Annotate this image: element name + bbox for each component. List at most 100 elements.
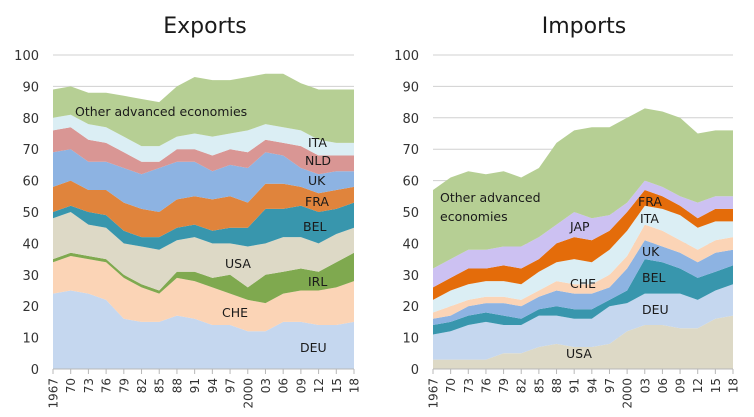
imports-xtick-label: 09: [674, 378, 688, 393]
imports-area-ita: [433, 205, 733, 313]
imports-ytick-label: 80: [402, 112, 419, 127]
exports-xtick-label: 70: [64, 378, 78, 393]
imports-xtick-label: 18: [727, 378, 741, 393]
imports-xtick-label: 03: [638, 378, 652, 393]
imports-xtick-label: 97: [603, 378, 617, 393]
exports-area-che: [53, 256, 354, 332]
imports-xtick-label: 06: [656, 378, 670, 393]
imports-xtick-label: 1967: [427, 378, 441, 409]
exports-label-fra: FRA: [305, 194, 329, 209]
exports-ytick-label: 60: [22, 175, 39, 190]
exports-label-nld: NLD: [305, 153, 331, 168]
imports-label-che: CHE: [570, 276, 596, 291]
exports-xtick-label: 09: [294, 378, 308, 393]
imports-xtick-label: 85: [532, 378, 546, 393]
imports-ytick-label: 30: [402, 269, 419, 284]
exports-xtick-label: 12: [312, 378, 326, 393]
imports-xtick-label: 88: [550, 378, 564, 393]
imports-label-uk: UK: [642, 244, 660, 259]
exports-ytick-label: 30: [22, 269, 39, 284]
imports-area-jap: [433, 180, 733, 288]
exports-ytick-label: 100: [14, 49, 39, 64]
exports-ytick-label: 40: [22, 237, 39, 252]
exports-title: Exports: [163, 14, 246, 39]
exports-ytick-label: 10: [22, 332, 39, 347]
imports-xtick-label: 94: [585, 378, 599, 393]
imports-ytick-label: 20: [402, 300, 419, 315]
exports-xtick-label: 85: [153, 378, 167, 393]
exports-ytick-label: 80: [22, 112, 39, 127]
imports-xtick-label: 82: [515, 378, 529, 393]
imports-xtick-label: 12: [691, 378, 705, 393]
exports-ytick-label: 20: [22, 300, 39, 315]
imports-area-bel: [433, 259, 733, 335]
exports-xtick-label: 79: [117, 378, 131, 393]
exports-area-bel: [53, 202, 354, 250]
exports-areas: [53, 73, 354, 369]
exports-area-fra: [53, 180, 354, 238]
imports-label-fra: FRA: [638, 194, 662, 209]
exports-ytick-label: 0: [31, 363, 39, 378]
exports-xtick-label: 76: [100, 378, 114, 393]
imports-label-ita: ITA: [640, 211, 659, 226]
imports-label-jap: JAP: [569, 219, 590, 234]
exports-xtick-label: 06: [277, 378, 291, 393]
exports-area-ita: [53, 114, 354, 162]
imports-ytick-label: 70: [402, 143, 419, 158]
exports-xtick-label: 94: [206, 378, 220, 393]
exports-xtick-label: 18: [348, 378, 362, 393]
exports-ytick-label: 50: [22, 206, 39, 221]
imports-area-usa: [433, 315, 733, 369]
imports-xtick-label: 91: [568, 378, 582, 393]
exports-area-labels: DEU CHE IRL USA BEL FRA UK NLD ITA Other advanced…: [75, 104, 331, 355]
imports-ytick-label: 50: [402, 206, 419, 221]
exports-xtick-label: 88: [170, 378, 184, 393]
exports-xtick-label: 1967: [47, 378, 61, 409]
exports-area-irl: [53, 252, 354, 304]
exports-area-uk: [53, 149, 354, 212]
imports-label-bel: BEL: [642, 270, 665, 285]
imports-xtick-label: 2000: [621, 378, 635, 409]
imports-areas: [433, 108, 733, 369]
imports-area-fra: [433, 190, 733, 300]
exports-xtick-label: 97: [224, 378, 238, 393]
imports-xtick-label: 76: [479, 378, 493, 393]
imports-area-deu: [433, 284, 733, 360]
imports-xtick-label: 79: [497, 378, 511, 393]
exports-label-usa: USA: [225, 256, 251, 271]
exports-label-che: CHE: [222, 305, 248, 320]
exports-label-uk: UK: [308, 173, 326, 188]
imports-ytick-label: 60: [402, 175, 419, 190]
imports-xtick-label: 73: [462, 378, 476, 393]
exports-area-nld: [53, 127, 354, 175]
exports-xtick-label: 73: [82, 378, 96, 393]
exports-xtick-label: 82: [135, 378, 149, 393]
imports-ytick-label: 0: [411, 363, 419, 378]
imports-area-other-advanced-economies: [433, 108, 733, 269]
exports-label-deu: DEU: [300, 340, 327, 355]
imports-title: Imports: [542, 14, 626, 39]
imports-ytick-label: 90: [402, 80, 419, 95]
imports-label-usa: USA: [566, 346, 592, 361]
exports-xtick-label: 2000: [241, 378, 255, 409]
exports-label-other-advanced-economies: Other advanced economies: [75, 104, 247, 119]
exports-label-bel: BEL: [303, 219, 326, 234]
exports-ytick-label: 70: [22, 143, 39, 158]
imports-area-labels: USA DEU BEL UK CHE ITA FRA JAP Other advanced eco…: [440, 190, 669, 361]
exports-label-ita: ITA: [308, 135, 327, 150]
exports-area-deu: [53, 290, 354, 369]
imports-label-deu: DEU: [642, 302, 669, 317]
exports-label-irl: IRL: [308, 274, 327, 289]
exports-xtick-label: 91: [188, 378, 202, 393]
imports-ytick-label: 100: [394, 49, 419, 64]
exports-xtick-label: 03: [259, 378, 273, 393]
exports-area-other-advanced-economies: [53, 73, 354, 147]
imports-ytick-label: 40: [402, 237, 419, 252]
exports-area-usa: [53, 212, 354, 291]
imports-ytick-label: 10: [402, 332, 419, 347]
imports-area-uk: [433, 240, 733, 325]
